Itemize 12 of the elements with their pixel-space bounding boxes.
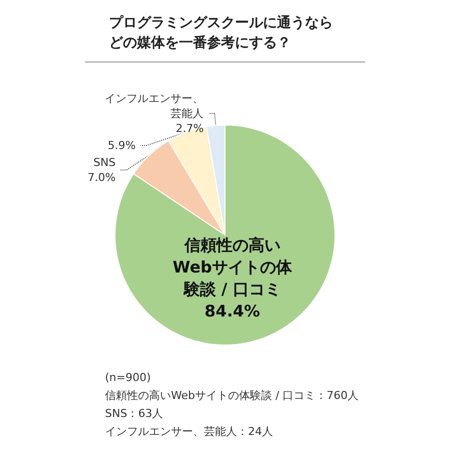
data-label: 5.9% bbox=[108, 138, 136, 152]
chart-title: プログラミングスクールに通うならどの媒体を一番参考にする？ bbox=[109, 14, 333, 51]
slice-label: インフルエンサー、芸能人 bbox=[104, 92, 204, 120]
data-label: 2.7% bbox=[176, 122, 204, 135]
data-label: 84.4% bbox=[204, 302, 260, 321]
slice-label: SNS bbox=[93, 156, 116, 169]
slice-label: 信頼性の高いWebサイトの体験談 / 口コミ bbox=[172, 236, 293, 299]
text: (n=900) bbox=[105, 371, 151, 384]
data-label: 7.0% bbox=[88, 170, 116, 184]
text: インフルエンサー、芸能人：24人 bbox=[105, 425, 273, 438]
text: SNS：63人 bbox=[105, 407, 164, 420]
text: 信頼性の高いWebサイトの体験談 / 口コミ：760人 bbox=[105, 389, 359, 402]
